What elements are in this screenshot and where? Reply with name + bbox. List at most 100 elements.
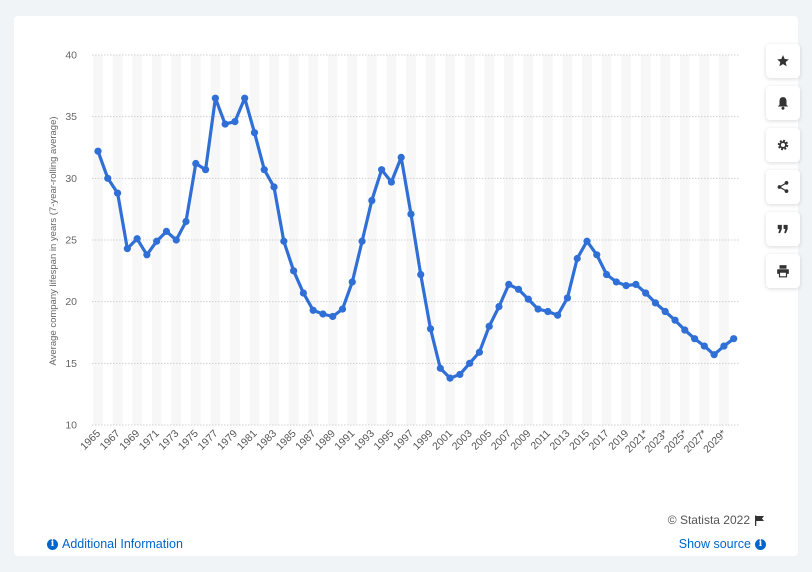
data-point[interactable] (651, 299, 660, 307)
data-point[interactable] (143, 251, 151, 259)
data-point[interactable] (720, 342, 728, 350)
copyright: © Statista 2022 (668, 513, 766, 527)
y-axis-label: Average company lifespan in years (7-yea… (48, 116, 59, 365)
data-point[interactable] (446, 374, 454, 382)
notification-button[interactable] (766, 86, 800, 120)
settings-button[interactable] (766, 128, 800, 162)
data-point[interactable] (583, 237, 591, 245)
data-point[interactable] (221, 120, 229, 128)
data-point[interactable] (612, 278, 620, 286)
data-point[interactable] (378, 166, 386, 174)
column-band (112, 55, 123, 425)
print-button[interactable] (766, 254, 800, 288)
cite-button[interactable] (766, 212, 800, 246)
data-point[interactable] (436, 364, 444, 372)
data-point[interactable] (192, 159, 200, 168)
data-point[interactable] (123, 245, 131, 253)
data-point[interactable] (417, 270, 425, 279)
data-point[interactable] (241, 94, 249, 102)
data-point[interactable] (133, 235, 141, 243)
column-band (464, 55, 475, 425)
data-point[interactable] (162, 227, 171, 235)
share-icon (777, 181, 789, 193)
data-point[interactable] (309, 306, 317, 314)
data-point[interactable] (407, 210, 415, 218)
favorite-button[interactable] (766, 44, 800, 78)
additional-information-link[interactable]: i Additional Information (47, 537, 183, 551)
data-point[interactable] (113, 189, 122, 197)
data-point[interactable] (524, 295, 532, 303)
data-point[interactable] (260, 166, 268, 174)
data-point[interactable] (514, 285, 523, 293)
data-point[interactable] (485, 322, 493, 330)
data-point[interactable] (593, 251, 601, 259)
x-tick-label: 1983 (254, 428, 279, 453)
x-tick-label: 2005 (469, 428, 494, 453)
x-tick-label: 1999 (411, 428, 436, 453)
data-point[interactable] (104, 174, 112, 182)
x-tick-label: 2009 (508, 428, 533, 453)
data-point[interactable] (495, 303, 503, 311)
data-point[interactable] (563, 294, 572, 302)
data-point[interactable] (622, 282, 630, 290)
data-point[interactable] (426, 325, 435, 333)
data-point[interactable] (661, 307, 669, 316)
data-point[interactable] (397, 153, 405, 161)
quote-icon (777, 224, 788, 234)
data-point[interactable] (182, 217, 190, 226)
data-point[interactable] (505, 280, 513, 288)
data-point[interactable] (710, 351, 718, 359)
chart-card: 10 15 20 25 30 35 40 1965 1967 1969 1971 1973 1975 1… (14, 16, 800, 556)
data-point[interactable] (250, 129, 259, 137)
data-point[interactable] (475, 348, 484, 356)
data-point[interactable] (700, 342, 708, 350)
data-point[interactable] (172, 236, 180, 244)
x-tick-label: 1997 (391, 428, 416, 453)
data-point[interactable] (671, 316, 679, 324)
data-point[interactable] (387, 178, 395, 186)
data-point[interactable] (201, 166, 210, 174)
column-band (386, 55, 397, 425)
x-tick-label: 1985 (274, 428, 299, 453)
data-point[interactable] (573, 254, 581, 263)
data-point[interactable] (290, 267, 298, 275)
x-tick-label: 2029* (701, 428, 729, 456)
data-point[interactable] (690, 335, 699, 343)
x-tick-label: 1989 (313, 428, 338, 453)
data-point[interactable] (211, 94, 219, 102)
y-tick-label: 15 (65, 358, 77, 370)
data-point[interactable] (280, 237, 288, 245)
data-point[interactable] (348, 278, 356, 286)
data-point[interactable] (270, 183, 278, 191)
data-point[interactable] (94, 147, 102, 155)
data-point[interactable] (681, 326, 689, 334)
data-point[interactable] (153, 237, 161, 245)
series-points (94, 94, 738, 382)
x-tick-label: 1995 (372, 428, 397, 453)
data-point[interactable] (554, 311, 562, 319)
column-band (269, 55, 279, 425)
data-point[interactable] (368, 196, 376, 205)
x-tick-label: 1973 (156, 428, 181, 453)
data-point[interactable] (338, 305, 347, 313)
x-tick-label: 1979 (215, 428, 240, 453)
data-point[interactable] (358, 237, 366, 245)
show-source-link[interactable]: Show source i (679, 537, 766, 551)
flag-icon[interactable] (754, 515, 766, 526)
x-tick-label: 1991 (332, 428, 357, 453)
data-point[interactable] (642, 289, 650, 297)
data-point[interactable] (329, 312, 337, 321)
share-button[interactable] (766, 170, 800, 204)
data-point[interactable] (602, 270, 611, 279)
data-point[interactable] (534, 305, 542, 313)
data-point[interactable] (730, 335, 738, 343)
data-point[interactable] (632, 280, 640, 288)
data-point[interactable] (299, 289, 307, 297)
data-point[interactable] (456, 370, 464, 379)
data-point[interactable] (319, 310, 327, 318)
column-band (719, 55, 729, 425)
data-point[interactable] (544, 307, 552, 316)
data-point[interactable] (466, 359, 474, 367)
data-point[interactable] (231, 118, 239, 126)
